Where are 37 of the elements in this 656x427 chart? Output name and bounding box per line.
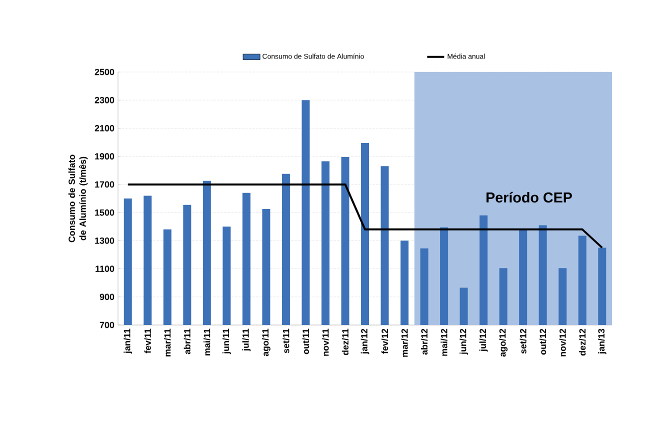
y-tick-label: 1900 [95, 153, 114, 160]
y-tick-label: 1300 [95, 237, 114, 244]
y-tick-label: 700 [100, 322, 114, 328]
y-tick-label: 900 [100, 294, 114, 300]
x-tick-label: set/11 [282, 328, 290, 354]
y-tick-label: 2300 [94, 96, 114, 104]
x-tick-label: jun/12 [460, 328, 468, 355]
x-tick-label: dez/11 [342, 328, 349, 356]
x-tick-label: jan/12 [360, 328, 370, 354]
y-axis-title: Consumo de Sulfato de Alumínio (t/mês) [68, 154, 88, 242]
x-tick-label: out/12 [540, 328, 546, 355]
x-tick-label: fev/11 [144, 328, 151, 354]
x-tick-label: mai/11 [204, 328, 210, 356]
x-tick-label: jun/11 [222, 328, 231, 354]
x-tick-label: fev/12 [381, 328, 388, 354]
band-label: Período CEP [486, 192, 572, 203]
x-tick-label: abr/12 [420, 328, 428, 355]
x-tick-label: jul/12 [479, 328, 488, 352]
x-tick-label: ago/11 [262, 328, 270, 356]
x-tick-label: jan/11 [124, 328, 132, 354]
x-tick-label: mar/12 [401, 328, 408, 357]
y-tick-label: 2500 [94, 68, 114, 76]
y-tick-label: 1500 [95, 209, 114, 216]
x-tick-label: nov/11 [322, 328, 329, 356]
x-tick-label: set/12 [520, 328, 526, 354]
x-tick-label: jan/13 [598, 328, 606, 354]
y-tick-label: 1700 [95, 181, 114, 188]
x-tick-label: out/11 [302, 328, 310, 354]
x-tick-label: nov/12 [559, 328, 566, 356]
x-tick-label: ago/12 [499, 328, 508, 357]
x-tick-label: mai/12 [440, 328, 448, 356]
x-tick-label: dez/12 [579, 328, 586, 356]
x-tick-label: abr/11 [184, 328, 190, 354]
x-tick-label: jul/11 [242, 328, 251, 352]
y-tick-label: 2100 [94, 125, 114, 132]
y-tick-label: 1100 [96, 266, 114, 272]
x-tick-label: mar/11 [164, 328, 171, 356]
